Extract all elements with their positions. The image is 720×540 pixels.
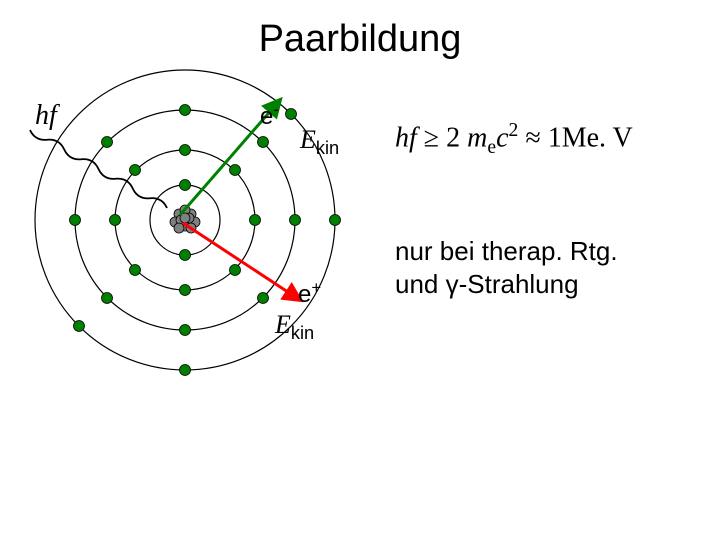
photon-label: hf [35,100,57,132]
atom-diagram [0,0,400,420]
electron-label: e- [260,100,279,131]
energy-formula: hf ≥ 2 mec2 ≈ 1Me. V [395,120,633,159]
note-line2: und γ-Strahlung [395,269,579,299]
note-line1: nur bei therap. Rtg. [395,236,618,266]
positron-label: e+ [298,278,321,309]
ekin-electron-label: Ekin [300,125,339,159]
ekin-positron-label: Ekin [275,310,314,344]
note-text: nur bei therap. Rtg. und γ-Strahlung [395,235,618,300]
